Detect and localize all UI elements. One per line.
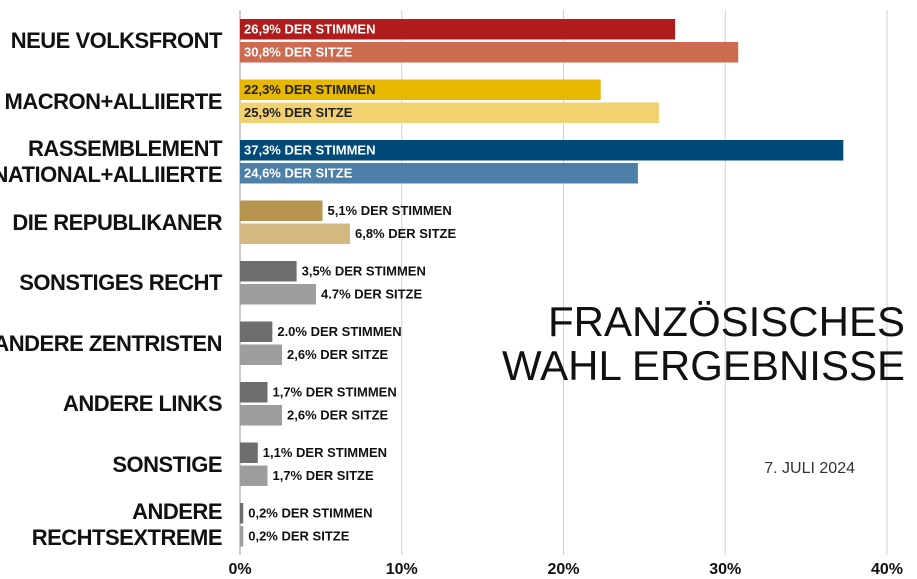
data-label: 2,6% DER SITZE bbox=[287, 408, 388, 423]
bar bbox=[240, 42, 739, 63]
category-label: ANDERE LINKS bbox=[62, 391, 223, 416]
data-label: 3,5% DER STIMMEN bbox=[302, 264, 426, 279]
data-label: 6,8% DER SITZE bbox=[355, 226, 456, 241]
data-label: 5,1% DER STIMMEN bbox=[327, 203, 451, 218]
bar bbox=[240, 261, 297, 282]
data-label: 0,2% DER STIMMEN bbox=[248, 506, 372, 521]
data-label: 2.0% DER STIMMEN bbox=[277, 324, 401, 339]
category-label: ANDERE RECHTSEXTREME bbox=[31, 499, 223, 550]
category-label: DIE REPUBLIKANER bbox=[12, 209, 222, 235]
bar bbox=[240, 19, 676, 40]
data-label: 24,6% DER SITZE bbox=[244, 166, 353, 181]
bar bbox=[240, 223, 350, 244]
data-label: 0,2% DER SITZE bbox=[248, 529, 349, 544]
category-label: SONSTIGES RECHT bbox=[19, 270, 222, 295]
bar bbox=[240, 140, 844, 161]
data-label: 22,3% DER STIMMEN bbox=[244, 82, 375, 97]
category-label: NEUE VOLKSFRONT bbox=[10, 28, 223, 53]
data-label: 1,7% DER STIMMEN bbox=[272, 385, 396, 400]
x-tick-label: 10% bbox=[386, 561, 418, 578]
bar bbox=[240, 102, 659, 123]
bar bbox=[240, 442, 258, 463]
bar bbox=[240, 79, 601, 100]
chart-subtitle: 7. JULI 2024 bbox=[764, 460, 855, 477]
bar bbox=[240, 163, 638, 184]
x-tick-label: 20% bbox=[547, 561, 579, 578]
bar bbox=[240, 344, 283, 365]
grid bbox=[401, 10, 888, 555]
bar bbox=[240, 465, 268, 486]
data-label: 37,3% DER STIMMEN bbox=[244, 143, 375, 158]
category-label: MACRON+ALLIIERTE bbox=[4, 88, 223, 114]
data-label: 25,9% DER SITZE bbox=[244, 105, 353, 120]
bar bbox=[240, 321, 273, 342]
data-label: 30,8% DER SITZE bbox=[244, 45, 353, 60]
x-tick-label: 0% bbox=[228, 561, 251, 578]
chart-title: FRANZÖSISCHES WAHL ERGEBNISSE bbox=[502, 298, 905, 389]
category-label: RASSEMBLEMENT NATIONAL+ALLIIERTE bbox=[0, 136, 223, 187]
data-label: 1,7% DER SITZE bbox=[272, 468, 373, 483]
bar bbox=[240, 526, 244, 547]
data-label: 4.7% DER SITZE bbox=[321, 287, 422, 302]
category-label: ANDERE ZENTRISTEN bbox=[0, 330, 223, 356]
data-label: 2,6% DER SITZE bbox=[287, 347, 388, 362]
bar bbox=[240, 382, 268, 403]
bar bbox=[240, 284, 317, 305]
bar bbox=[240, 200, 323, 221]
x-tick-label: 40% bbox=[871, 561, 903, 578]
category-label: SONSTIGE bbox=[112, 451, 222, 477]
data-label: 26,9% DER STIMMEN bbox=[244, 22, 375, 37]
bar bbox=[240, 405, 283, 426]
bar bbox=[240, 503, 244, 524]
data-label: 1,1% DER STIMMEN bbox=[263, 445, 387, 460]
x-tick-label: 30% bbox=[709, 561, 741, 578]
